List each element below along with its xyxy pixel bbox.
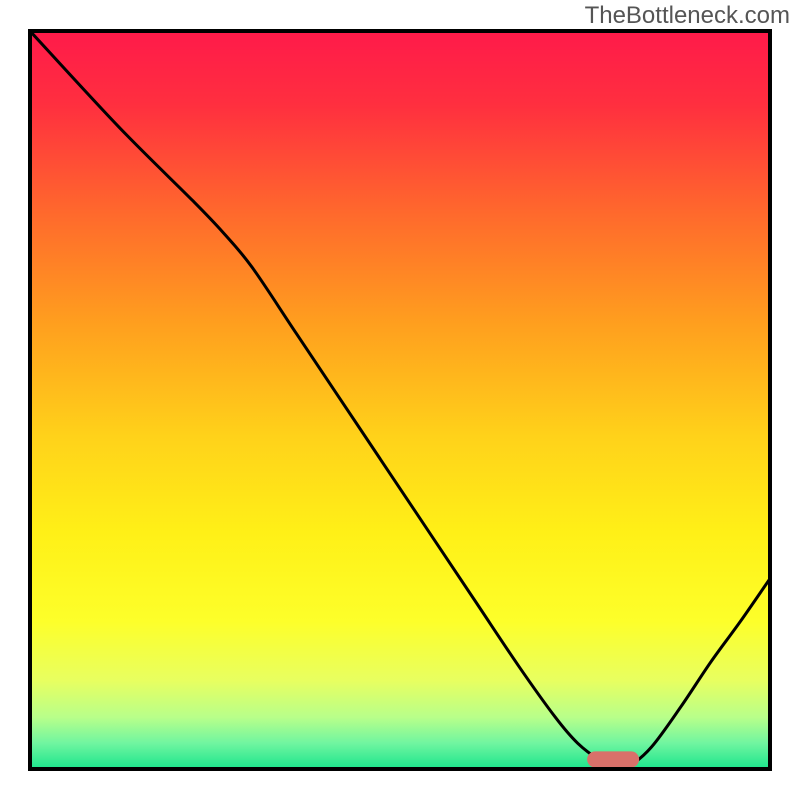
chart-container: TheBottleneck.com	[0, 0, 800, 800]
plot-background	[30, 31, 770, 769]
watermark-text: TheBottleneck.com	[585, 2, 790, 30]
optimal-marker	[587, 751, 639, 767]
chart-svg	[0, 0, 800, 800]
